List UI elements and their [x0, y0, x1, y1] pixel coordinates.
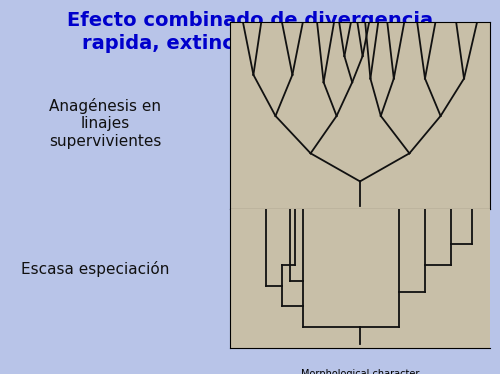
Text: Efecto combinado de divergencia
rapida, extinción y anagénesis: Efecto combinado de divergencia rapida, …: [67, 11, 433, 53]
Text: Anagénesis en
linajes
supervivientes: Anagénesis en linajes supervivientes: [49, 98, 161, 149]
Text: Morphological character: Morphological character: [301, 369, 419, 374]
Text: Escasa especiación: Escasa especiación: [21, 261, 169, 277]
